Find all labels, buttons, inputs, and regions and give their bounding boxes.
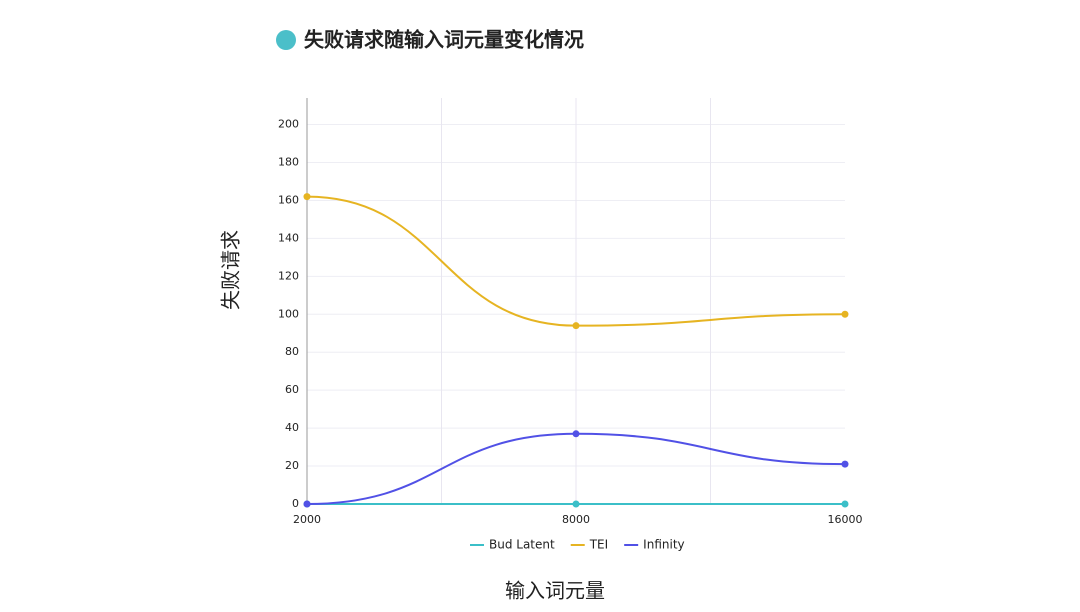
legend-label: Infinity <box>643 538 684 552</box>
y-tick-label: 160 <box>278 193 299 206</box>
data-point <box>303 193 311 201</box>
y-tick-label: 120 <box>278 269 299 282</box>
data-point <box>841 500 849 508</box>
data-point <box>572 500 580 508</box>
y-tick-label: 60 <box>285 383 299 396</box>
data-point <box>572 430 580 438</box>
y-tick-label: 200 <box>278 118 299 131</box>
legend-label: TEI <box>589 538 608 552</box>
data-point <box>841 310 849 318</box>
y-tick-label: 80 <box>285 345 299 358</box>
data-point <box>841 460 849 468</box>
x-tick-label: 8000 <box>562 513 590 526</box>
data-point <box>303 500 311 508</box>
y-tick-label: 140 <box>278 231 299 244</box>
x-tick-label: 16000 <box>828 513 863 526</box>
legend-label: Bud Latent <box>489 538 555 552</box>
y-axis-label: 失败请求 <box>219 230 243 310</box>
x-tick-label: 2000 <box>293 513 321 526</box>
y-tick-label: 20 <box>285 459 299 472</box>
data-point <box>572 322 580 330</box>
y-tick-label: 180 <box>278 156 299 169</box>
series-line <box>306 195 846 327</box>
y-tick-label: 40 <box>285 421 299 434</box>
y-tick-label: 100 <box>278 307 299 320</box>
chart-title: 失败请求随输入词元量变化情况 <box>304 28 584 52</box>
x-axis-label: 输入词元量 <box>505 579 605 603</box>
title-marker <box>276 30 296 50</box>
y-tick-label: 0 <box>292 497 299 510</box>
